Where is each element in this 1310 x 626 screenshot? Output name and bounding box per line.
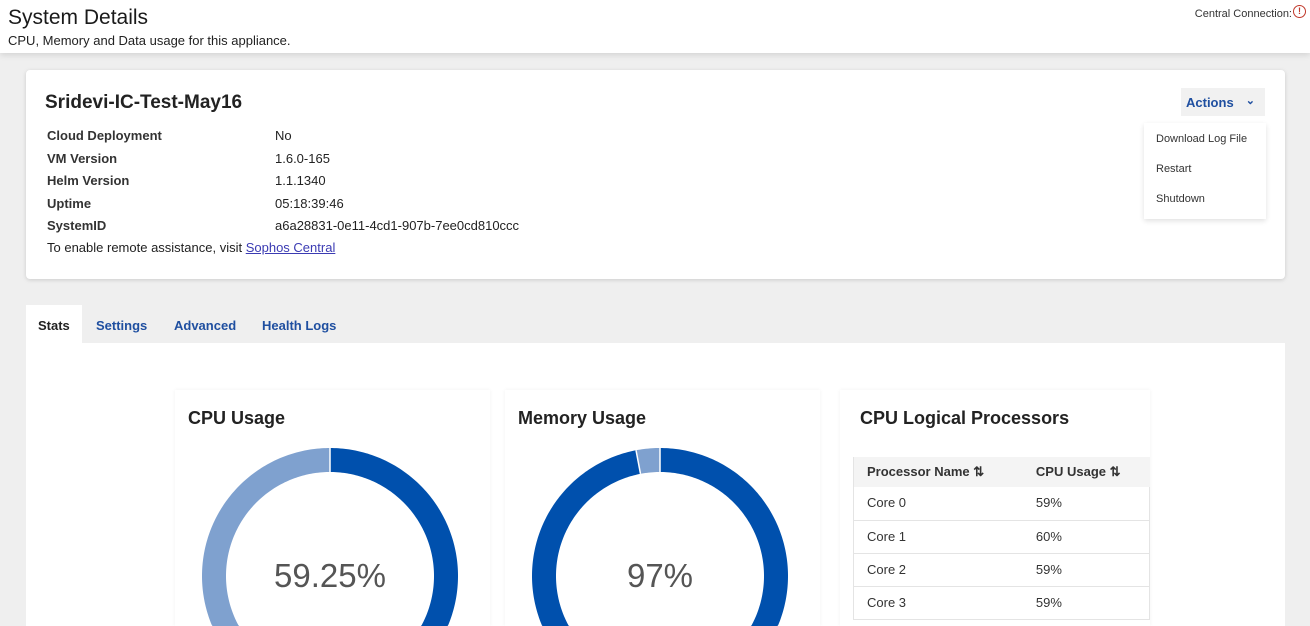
- donut-slice: [259, 448, 458, 626]
- processor-usage: 60%: [1022, 520, 1150, 554]
- detail-value: No: [275, 128, 292, 143]
- detail-value: 1.6.0-165: [275, 150, 330, 166]
- processor-usage: 59%: [1022, 553, 1150, 587]
- tab-settings[interactable]: Settings: [96, 318, 148, 333]
- slice-separator: [635, 450, 642, 474]
- detail-value: a6a28831-0e11-4cd1-907b-7ee0cd810ccc: [275, 218, 520, 233]
- detail-label: Helm Version: [47, 173, 130, 188]
- processor-name: Core 1: [852, 520, 1023, 554]
- memory-usage-value: 97%: [626, 557, 694, 594]
- donut-slice: [636, 448, 660, 474]
- column-label: CPU Usage: [1035, 464, 1106, 479]
- alert-circle-icon[interactable]: !: [1293, 5, 1306, 18]
- remote-assistance-text: To enable remote assistance, visit Sopho…: [47, 240, 335, 255]
- table-row: Core 3 59%: [852, 586, 1150, 620]
- memory-usage-title: Memory Usage: [518, 408, 647, 428]
- column-label: Processor Name: [867, 464, 970, 479]
- table-row: Core 0 59%: [852, 487, 1150, 521]
- tab-advanced[interactable]: Advanced: [174, 318, 237, 333]
- chevron-down-icon: ⌄: [1245, 95, 1255, 107]
- page-subtitle: CPU, Memory and Data usage for this appl…: [8, 33, 291, 48]
- actions-button[interactable]: Actions ⌄: [1181, 88, 1265, 116]
- menu-item-shutdown[interactable]: Shutdown: [1156, 193, 1205, 205]
- appliance-name: Sridevi-IC-Test-May16: [45, 92, 243, 113]
- detail-label: SystemID: [47, 218, 107, 233]
- detail-label: Cloud Deployment: [47, 128, 162, 143]
- cpu-usage-card: CPU Usage 59.25%: [175, 390, 490, 626]
- detail-value: 1.1.1340: [275, 173, 326, 188]
- sophos-central-link[interactable]: Sophos Central: [245, 240, 336, 255]
- processor-name: Core 0: [852, 487, 1023, 521]
- page-header: System Details CPU, Memory and Data usag…: [0, 0, 1310, 53]
- table-row: Core 2 59%: [852, 553, 1150, 587]
- memory-usage-donut: [532, 448, 788, 626]
- page-title: System Details: [8, 6, 149, 29]
- processor-name: Core 2: [852, 553, 1023, 587]
- table-row: Core 1 60%: [852, 520, 1150, 554]
- cpu-usage-donut: [202, 448, 458, 626]
- actions-menu: Download Log File Restart Shutdown: [1144, 123, 1266, 219]
- tab-health-logs[interactable]: Health Logs: [262, 318, 337, 333]
- processor-name: Core 3: [852, 586, 1023, 620]
- sort-icon[interactable]: ⇅: [973, 464, 985, 479]
- detail-label: Uptime: [47, 195, 92, 211]
- donut-slice: [202, 448, 330, 626]
- cpu-usage-title: CPU Usage: [188, 408, 286, 428]
- actions-label: Actions: [1186, 95, 1234, 110]
- sort-icon[interactable]: ⇅: [1109, 464, 1121, 479]
- central-connection-label: Central Connection:: [1194, 8, 1292, 20]
- processor-usage: 59%: [1022, 487, 1150, 521]
- processors-table: Processor Name ⇅ CPU Usage ⇅ Core 0 59% Co…: [852, 457, 1150, 620]
- cpu-usage-value: 59.25%: [274, 557, 386, 594]
- cpu-processors-title: CPU Logical Processors: [860, 408, 1070, 428]
- detail-label: VM Version: [47, 150, 118, 166]
- remote-text: To enable remote assistance, visit: [47, 240, 246, 255]
- donut-slice: [532, 448, 788, 626]
- memory-usage-card: Memory Usage 97%: [505, 390, 820, 626]
- column-cpu-usage[interactable]: CPU Usage ⇅: [1022, 457, 1150, 487]
- menu-item-download-log-file[interactable]: Download Log File: [1156, 133, 1248, 145]
- detail-value: 05:18:39:46: [275, 195, 344, 211]
- menu-item-restart[interactable]: Restart: [1156, 163, 1192, 175]
- processor-usage: 59%: [1022, 586, 1150, 620]
- column-processor-name[interactable]: Processor Name ⇅: [852, 457, 1023, 487]
- tab-stats[interactable]: Stats: [26, 305, 82, 343]
- appliance-card: Sridevi-IC-Test-May16 Cloud Deployment No…: [26, 70, 1285, 279]
